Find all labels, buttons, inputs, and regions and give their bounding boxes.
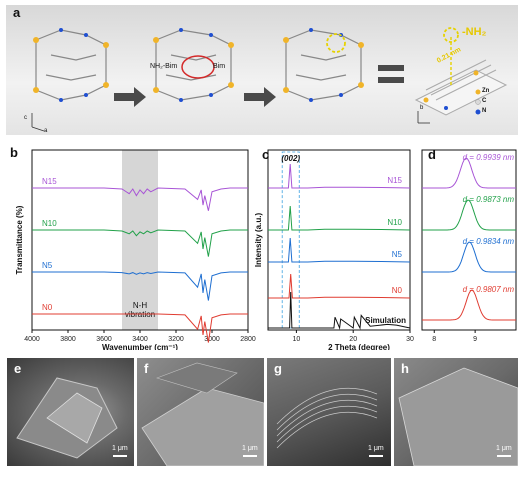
axis-c-label: c <box>24 115 27 121</box>
scale-bar <box>113 455 127 457</box>
peak-label: (002) <box>281 154 300 163</box>
plot-frame <box>267 149 411 331</box>
chart-d-xrd-zoom: 8 9 d = 0.9939 nm d = 0.9873 nm d = 0.9834 n… <box>421 149 517 343</box>
series-line-n10 <box>32 229 248 257</box>
layered-structure <box>414 27 508 116</box>
panel-label-d: d <box>428 147 436 162</box>
series-label-n5: N5 <box>42 261 53 270</box>
nh2-label: -NH₂ <box>462 26 487 38</box>
zif-framework-1 <box>33 28 109 102</box>
series-line-n5 <box>422 241 516 273</box>
y-axis-label: Transmittance (%) <box>15 205 24 274</box>
axis-a-label: a <box>44 128 48 134</box>
legend-c: C <box>482 98 487 104</box>
series-line-n10 <box>422 199 516 231</box>
plot-frame <box>421 149 517 331</box>
x-tick-label: 4000 <box>24 336 40 343</box>
scale-bar <box>497 455 511 457</box>
d-spacing-label: d = 0.9807 nm <box>463 285 515 294</box>
series-line-n15 <box>268 163 411 189</box>
panel-label-b: b <box>10 145 18 160</box>
panel-label-a: a <box>13 5 21 20</box>
series-line-n15 <box>32 187 248 211</box>
series-line-n5 <box>268 237 411 263</box>
panel-label-h: h <box>401 361 409 376</box>
x-tick-label: 20 <box>349 336 357 343</box>
series-label-n0: N0 <box>42 303 53 312</box>
scale-bar-label: 1 μm <box>368 445 384 452</box>
y-axis-label: Intensity (a.u.) <box>254 213 263 268</box>
reagent-label: NH₂-Bim <box>150 63 178 70</box>
x-tick-label: 3000 <box>204 336 220 343</box>
series-label-simulation: Simulation <box>365 316 406 325</box>
axis-b-label: b <box>420 105 424 111</box>
series-label-n10: N10 <box>42 219 57 228</box>
sem-image-e <box>7 358 134 466</box>
zif-framework-2 <box>153 28 234 102</box>
x-tick-label: 3800 <box>60 336 76 343</box>
scale-bar <box>243 455 257 457</box>
reagent-label-2: Bim <box>213 63 226 70</box>
series-line-n0 <box>268 273 411 299</box>
d-spacing-label: d = 0.9873 nm <box>463 195 515 204</box>
x-tick-label: 3200 <box>168 336 184 343</box>
panel-a <box>6 5 518 135</box>
x-tick-label: 9 <box>473 336 477 343</box>
sem-image-h <box>394 358 518 466</box>
x-axis-label: Wavenumber (cm⁻¹) <box>102 343 178 350</box>
arrow-right-icon <box>244 87 276 107</box>
panel-label-g: g <box>274 361 282 376</box>
series-label-n5: N5 <box>392 250 403 259</box>
series-line-n10 <box>268 205 411 231</box>
peak-highlight-box <box>281 151 300 329</box>
equals-icon <box>378 65 404 71</box>
sem-image-f <box>137 358 264 466</box>
x-tick-label: 3600 <box>96 336 112 343</box>
series-label-n0: N0 <box>392 286 403 295</box>
x-tick-label: 3400 <box>132 336 148 343</box>
panel-a-structures <box>31 27 508 132</box>
panel-label-f: f <box>144 361 149 376</box>
x-tick-label: 10 <box>293 336 301 343</box>
scale-bar-label: 1 μm <box>496 445 512 452</box>
nh-vibration-label: N-H <box>133 301 147 310</box>
panel-label-c: c <box>262 147 270 162</box>
d-spacing-label: d = 0.9939 nm <box>463 153 515 162</box>
nh-vibration-region <box>122 150 158 330</box>
series-line-n0 <box>422 289 516 321</box>
series-label-n15: N15 <box>387 176 402 185</box>
series-line-n5 <box>32 271 248 301</box>
sem-image-g <box>267 358 391 466</box>
scale-bar <box>369 455 383 457</box>
x-tick-label: 2800 <box>240 336 256 343</box>
zif-framework-3 <box>283 28 364 102</box>
series-label-n10: N10 <box>387 218 402 227</box>
series-line-n15 <box>422 157 516 189</box>
chart-c-xrd: (002) 10 20 30 2 Theta (degree) Intensity (a.… <box>254 149 414 350</box>
legend-n: N <box>482 108 487 114</box>
legend-zn: Zn <box>482 88 490 94</box>
series-line-n0 <box>32 313 248 343</box>
d-spacing-label: d = 0.9834 nm <box>463 237 515 246</box>
x-tick-label: 30 <box>406 336 414 343</box>
panel-label-e: e <box>14 361 22 376</box>
scale-bar-label: 1 μm <box>242 445 258 452</box>
scale-bar-label: 1 μm <box>112 445 128 452</box>
series-label-n15: N15 <box>42 177 57 186</box>
arrow-right-icon <box>114 87 146 107</box>
x-axis-label: 2 Theta (degree) <box>328 343 390 350</box>
series-line-simulation <box>268 291 411 330</box>
x-tick-label: 8 <box>432 336 436 343</box>
